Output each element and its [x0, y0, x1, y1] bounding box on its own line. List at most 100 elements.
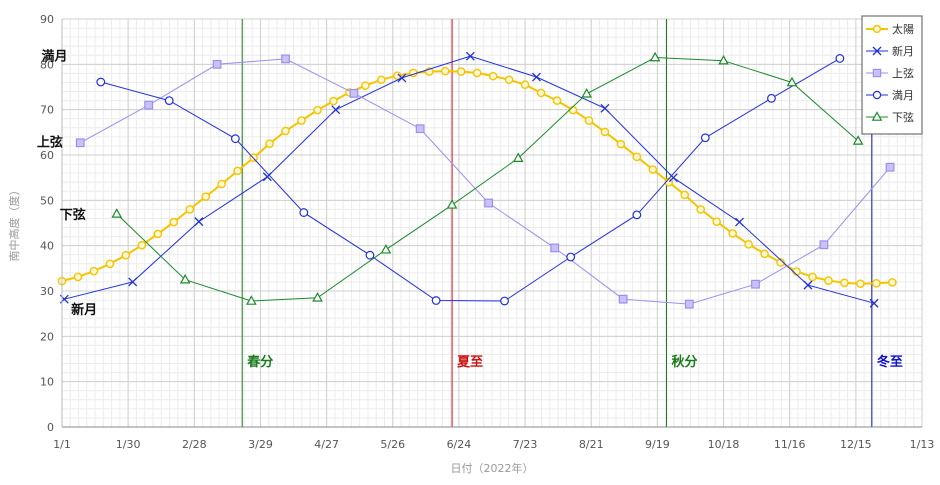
x-tick-label: 12/15: [840, 438, 872, 451]
data-point: [728, 229, 737, 238]
y-tick-label: 30: [40, 285, 54, 298]
data-point: [361, 81, 370, 90]
x-tick-label: 10/18: [708, 438, 740, 451]
data-point: [552, 96, 562, 105]
x-tick-label: 7/23: [513, 438, 538, 451]
data-point: [96, 77, 106, 87]
x-tick-label: 3/29: [248, 438, 273, 451]
data-point: [536, 88, 546, 98]
annotation-label: 上弦: [37, 134, 63, 150]
data-point: [500, 296, 509, 306]
data-point: [111, 208, 123, 218]
y-tick-label: 40: [40, 240, 54, 253]
data-point: [169, 217, 179, 227]
data-point: [632, 152, 642, 162]
x-tick-label: 1/13: [910, 438, 935, 451]
data-point: [550, 243, 560, 253]
data-point: [696, 205, 706, 214]
legend-marker: [871, 111, 883, 121]
y-tick-label: 90: [40, 13, 54, 26]
annotation-label: 新月: [71, 302, 97, 318]
x-tick-label: 11/16: [774, 438, 806, 451]
data-point: [584, 116, 594, 125]
legend-label: 上弦: [892, 66, 914, 80]
x-tick-label: 1/1: [53, 438, 71, 451]
data-point: [440, 66, 450, 76]
data-point: [767, 93, 776, 103]
data-point: [618, 294, 628, 304]
data-point: [365, 250, 375, 260]
data-point: [700, 133, 710, 143]
data-point: [600, 103, 610, 113]
y-tick-label: 50: [40, 194, 54, 207]
data-point: [201, 192, 211, 202]
data-point: [488, 71, 498, 81]
data-point: [164, 96, 174, 105]
season-label: 夏至: [456, 355, 483, 370]
y-tick-label: 10: [40, 376, 54, 389]
data-point: [852, 135, 864, 145]
data-point: [312, 292, 323, 302]
data-point: [349, 88, 359, 98]
data-point: [712, 217, 721, 226]
x-tick-label: 6/24: [447, 438, 472, 451]
data-point: [632, 210, 642, 220]
data-point: [840, 278, 849, 288]
x-axis-title: 日付（2022年）: [451, 461, 534, 475]
data-point: [217, 179, 226, 189]
legend-marker: [872, 90, 882, 100]
y-tick-labels: 0 10 20 30 40 50 60 70 80 90: [40, 13, 54, 434]
legend-label: 下弦: [892, 110, 914, 124]
data-point: [185, 205, 195, 214]
season-label: 春分: [246, 354, 273, 370]
data-point: [872, 278, 881, 288]
series-group: [57, 51, 897, 309]
data-point: [472, 68, 482, 78]
data-point: [393, 71, 402, 80]
series-line: [100, 57, 841, 302]
data-point: [484, 198, 493, 208]
data-point: [835, 54, 845, 63]
data-point: [504, 75, 514, 85]
data-point: [808, 272, 817, 282]
data-point: [121, 250, 131, 260]
season-label: 冬至: [877, 354, 903, 370]
y-tick-label: 80: [40, 58, 54, 71]
data-point: [265, 139, 274, 148]
legend-marker: [872, 46, 882, 56]
x-tick-labels: 1/1 1/30 2/28 3/29 4/27 5/26 6/24 7/23 8/21 9/19 1…: [53, 438, 934, 451]
data-point: [233, 166, 242, 176]
data-point: [380, 244, 392, 254]
data-point: [803, 280, 813, 290]
data-point: [105, 259, 115, 269]
legend-marker: [872, 68, 882, 78]
annotation-label: 下弦: [60, 207, 86, 223]
x-tick-label: 9/19: [645, 438, 670, 451]
data-point: [262, 172, 272, 182]
data-point: [89, 266, 99, 276]
y-tick-label: 20: [40, 330, 54, 343]
data-point: [680, 190, 690, 200]
data-point: [744, 240, 753, 249]
data-point: [331, 105, 341, 115]
data-point: [128, 277, 138, 287]
data-point: [824, 276, 833, 285]
data-point: [648, 165, 658, 174]
data-point: [212, 59, 222, 69]
data-point: [600, 127, 610, 137]
data-point: [281, 126, 290, 136]
data-point: [888, 278, 897, 287]
data-point: [532, 72, 541, 82]
y-axis-title: 南中高度（度）: [7, 185, 21, 262]
data-point: [431, 296, 441, 305]
data-point: [520, 80, 530, 90]
x-tick-label: 8/21: [579, 438, 604, 451]
data-point: [856, 279, 865, 289]
data-point: [512, 152, 524, 162]
data-point: [144, 100, 154, 110]
x-tick-label: 4/27: [314, 438, 339, 451]
data-point: [465, 51, 475, 61]
data-point: [179, 273, 191, 284]
data-point: [568, 105, 578, 115]
legend-box: [861, 15, 923, 135]
